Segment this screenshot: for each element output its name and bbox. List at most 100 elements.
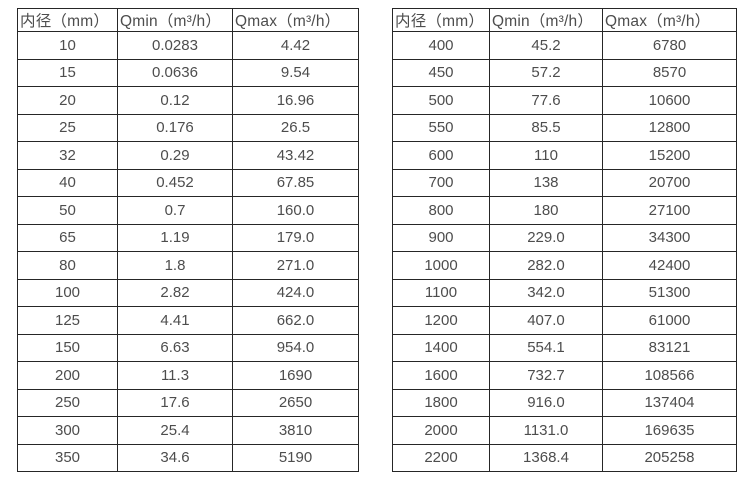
table-row: 40 0.452 67.85 bbox=[17, 168, 359, 197]
cell-diameter: 250 bbox=[17, 388, 118, 417]
col-header-qmax: Qmax（m³/h） bbox=[602, 8, 737, 32]
cell-diameter: 25 bbox=[17, 113, 118, 142]
table-row: 250 17.6 2650 bbox=[17, 388, 359, 417]
cell-diameter: 40 bbox=[17, 168, 118, 197]
cell-qmax: 15200 bbox=[602, 141, 737, 170]
flow-table-large-diameters: 内径（mm） Qmin（m³/h） Qmax（m³/h） 400 45.2 6780… bbox=[392, 8, 737, 472]
cell-diameter: 900 bbox=[392, 223, 490, 252]
table-header-row: 内径（mm） Qmin（m³/h） Qmax（m³/h） bbox=[17, 8, 359, 32]
cell-qmin: 2.82 bbox=[117, 278, 233, 307]
cell-qmin: 407.0 bbox=[489, 306, 603, 335]
cell-qmin: 282.0 bbox=[489, 251, 603, 280]
cell-qmax: 9.54 bbox=[232, 58, 359, 87]
table-row: 25 0.176 26.5 bbox=[17, 113, 359, 142]
cell-qmax: 205258 bbox=[602, 443, 737, 472]
table-row: 15 0.0636 9.54 bbox=[17, 58, 359, 87]
cell-diameter: 450 bbox=[392, 58, 490, 87]
table-row: 1600 732.7 108566 bbox=[392, 361, 737, 390]
table-row: 2200 1368.4 205258 bbox=[392, 443, 737, 472]
cell-qmax: 6780 bbox=[602, 31, 737, 60]
cell-qmax: 20700 bbox=[602, 168, 737, 197]
table-row: 20 0.12 16.96 bbox=[17, 86, 359, 115]
cell-qmax: 954.0 bbox=[232, 333, 359, 362]
cell-qmin: 4.41 bbox=[117, 306, 233, 335]
col-header-qmax: Qmax（m³/h） bbox=[232, 8, 359, 32]
cell-diameter: 100 bbox=[17, 278, 118, 307]
col-header-diameter: 内径（mm） bbox=[392, 8, 490, 32]
cell-qmin: 0.7 bbox=[117, 196, 233, 225]
cell-qmax: 67.85 bbox=[232, 168, 359, 197]
cell-qmin: 11.3 bbox=[117, 361, 233, 390]
cell-diameter: 1400 bbox=[392, 333, 490, 362]
table-row: 800 180 27100 bbox=[392, 196, 737, 225]
cell-qmax: 51300 bbox=[602, 278, 737, 307]
cell-qmax: 169635 bbox=[602, 416, 737, 445]
cell-diameter: 10 bbox=[17, 31, 118, 60]
cell-qmax: 2650 bbox=[232, 388, 359, 417]
cell-qmax: 179.0 bbox=[232, 223, 359, 252]
cell-diameter: 1200 bbox=[392, 306, 490, 335]
cell-qmin: 57.2 bbox=[489, 58, 603, 87]
cell-diameter: 15 bbox=[17, 58, 118, 87]
table-row: 1800 916.0 137404 bbox=[392, 388, 737, 417]
cell-qmin: 554.1 bbox=[489, 333, 603, 362]
cell-diameter: 65 bbox=[17, 223, 118, 252]
cell-qmin: 110 bbox=[489, 141, 603, 170]
cell-qmin: 1.19 bbox=[117, 223, 233, 252]
table-row: 10 0.0283 4.42 bbox=[17, 31, 359, 60]
cell-qmin: 138 bbox=[489, 168, 603, 197]
cell-qmax: 424.0 bbox=[232, 278, 359, 307]
cell-qmin: 342.0 bbox=[489, 278, 603, 307]
cell-diameter: 32 bbox=[17, 141, 118, 170]
cell-diameter: 2200 bbox=[392, 443, 490, 472]
cell-qmin: 0.0283 bbox=[117, 31, 233, 60]
table-row: 1200 407.0 61000 bbox=[392, 306, 737, 335]
cell-qmin: 0.452 bbox=[117, 168, 233, 197]
table-header-row: 内径（mm） Qmin（m³/h） Qmax（m³/h） bbox=[392, 8, 737, 32]
cell-qmax: 27100 bbox=[602, 196, 737, 225]
table-row: 65 1.19 179.0 bbox=[17, 223, 359, 252]
table-row: 400 45.2 6780 bbox=[392, 31, 737, 60]
col-header-qmin: Qmin（m³/h） bbox=[489, 8, 603, 32]
cell-qmax: 42400 bbox=[602, 251, 737, 280]
cell-diameter: 150 bbox=[17, 333, 118, 362]
cell-qmax: 8570 bbox=[602, 58, 737, 87]
cell-qmax: 43.42 bbox=[232, 141, 359, 170]
cell-qmin: 0.12 bbox=[117, 86, 233, 115]
table-row: 100 2.82 424.0 bbox=[17, 278, 359, 307]
cell-diameter: 125 bbox=[17, 306, 118, 335]
cell-qmin: 1368.4 bbox=[489, 443, 603, 472]
cell-diameter: 350 bbox=[17, 443, 118, 472]
table-row: 80 1.8 271.0 bbox=[17, 251, 359, 280]
cell-qmin: 25.4 bbox=[117, 416, 233, 445]
cell-qmin: 732.7 bbox=[489, 361, 603, 390]
cell-qmin: 77.6 bbox=[489, 86, 603, 115]
cell-qmax: 271.0 bbox=[232, 251, 359, 280]
table-row: 1000 282.0 42400 bbox=[392, 251, 737, 280]
cell-qmax: 4.42 bbox=[232, 31, 359, 60]
cell-qmax: 1690 bbox=[232, 361, 359, 390]
cell-diameter: 1100 bbox=[392, 278, 490, 307]
cell-qmax: 10600 bbox=[602, 86, 737, 115]
cell-diameter: 20 bbox=[17, 86, 118, 115]
cell-qmax: 5190 bbox=[232, 443, 359, 472]
table-row: 550 85.5 12800 bbox=[392, 113, 737, 142]
cell-diameter: 200 bbox=[17, 361, 118, 390]
cell-qmax: 26.5 bbox=[232, 113, 359, 142]
cell-diameter: 80 bbox=[17, 251, 118, 280]
table-row: 700 138 20700 bbox=[392, 168, 737, 197]
cell-diameter: 50 bbox=[17, 196, 118, 225]
cell-diameter: 550 bbox=[392, 113, 490, 142]
table-row: 1400 554.1 83121 bbox=[392, 333, 737, 362]
cell-qmax: 16.96 bbox=[232, 86, 359, 115]
cell-qmin: 0.176 bbox=[117, 113, 233, 142]
cell-diameter: 600 bbox=[392, 141, 490, 170]
cell-diameter: 400 bbox=[392, 31, 490, 60]
cell-qmin: 17.6 bbox=[117, 388, 233, 417]
table-row: 600 110 15200 bbox=[392, 141, 737, 170]
cell-qmin: 916.0 bbox=[489, 388, 603, 417]
cell-qmin: 45.2 bbox=[489, 31, 603, 60]
cell-qmin: 0.0636 bbox=[117, 58, 233, 87]
cell-qmin: 34.6 bbox=[117, 443, 233, 472]
